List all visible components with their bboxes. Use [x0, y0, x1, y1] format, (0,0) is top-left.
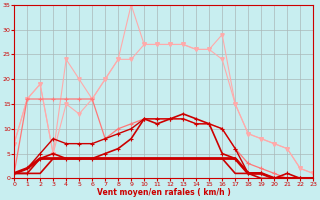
X-axis label: Vent moyen/en rafales ( km/h ): Vent moyen/en rafales ( km/h )	[97, 188, 230, 197]
